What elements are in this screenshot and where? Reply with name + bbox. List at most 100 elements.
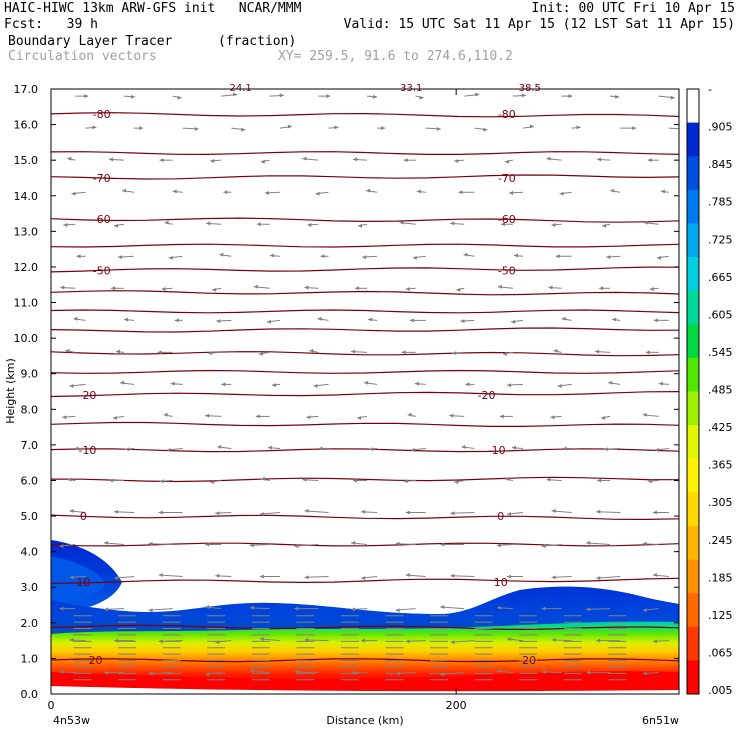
y-tick-label: 10.0	[14, 332, 39, 345]
colorbar-swatch	[687, 492, 699, 527]
vector-head	[59, 544, 64, 549]
vector-head	[294, 669, 299, 674]
vector-head	[63, 223, 68, 228]
vector-head	[317, 316, 322, 321]
x-axis: 0 200	[48, 89, 467, 712]
vector-head	[456, 287, 461, 292]
vector-head	[318, 446, 323, 451]
vector-head	[223, 190, 228, 195]
vector-head	[551, 223, 556, 228]
vector-head	[410, 448, 415, 453]
vector-head	[113, 223, 118, 228]
header-line2-right: Valid: 15 UTC Sat 11 Apr 15 (12 LST Sat …	[343, 17, 735, 32]
contour-label: -80	[498, 108, 516, 121]
vector-head	[148, 608, 153, 613]
vector-head	[642, 541, 647, 546]
x-tick-label: 200	[446, 699, 467, 712]
y-axis: 0.0 1.0 2.0 3.0 4.0 5.0 6.0 7.0 8.0 9.0 10.0 11.0 12…	[14, 83, 679, 701]
vector-head	[103, 540, 108, 545]
colorbar-swatch	[687, 626, 699, 661]
vector-head	[210, 480, 215, 485]
vector-head	[643, 220, 648, 225]
vector-head	[409, 318, 414, 323]
vector-title: Circulation vectors	[8, 49, 157, 64]
vector-head	[496, 669, 501, 674]
vector-head	[219, 252, 224, 257]
vector-head	[463, 252, 468, 257]
vector-head	[259, 512, 264, 517]
vector-head	[608, 380, 613, 385]
tracer-fill	[51, 540, 679, 694]
vector-head	[557, 383, 562, 388]
vector-head	[596, 638, 601, 643]
vector-head	[264, 191, 269, 196]
vector-head	[652, 510, 657, 515]
vector-head	[559, 191, 564, 196]
colorbar: - .905 .845 .785 .725 .665 .605 .545 .485 .425 .36…	[686, 83, 733, 697]
vector-head	[548, 285, 553, 290]
vector-head	[546, 156, 551, 161]
vector-head	[302, 156, 307, 161]
vector-head	[62, 415, 67, 420]
contour-label: 0	[497, 510, 504, 523]
isotherm-line	[51, 151, 679, 156]
vector-head	[632, 126, 637, 131]
vector-head	[74, 446, 79, 451]
vector-head	[163, 412, 168, 417]
vector-head	[326, 94, 331, 99]
vector-head	[403, 479, 408, 484]
vector-head	[361, 509, 366, 514]
field-units: (fraction)	[218, 34, 297, 49]
vector-head	[507, 574, 512, 579]
colorbar-label: .305	[708, 496, 733, 509]
vector-head	[334, 125, 339, 130]
vector-head	[161, 287, 166, 292]
colorbar-label: .125	[708, 609, 733, 622]
isotherm-line	[51, 327, 679, 333]
vector-head	[546, 477, 551, 482]
colorbar-label: .545	[708, 346, 733, 359]
isotherm-line	[51, 266, 679, 273]
vector-head	[59, 669, 64, 674]
isotherm-line	[51, 448, 679, 453]
vector-head	[139, 126, 144, 131]
vector-head	[255, 414, 260, 419]
vector-head	[358, 223, 363, 228]
contour-label: -10	[78, 444, 96, 457]
vector-head	[653, 318, 658, 323]
vector-head	[512, 445, 517, 450]
vector-head	[507, 637, 512, 642]
vector-head	[294, 544, 299, 549]
vector-head	[658, 381, 663, 386]
vector-head	[172, 189, 177, 194]
vector-head	[596, 509, 601, 514]
colorbar-swatch	[687, 425, 699, 460]
x-tick-label: 0	[48, 699, 55, 712]
vector-head	[205, 604, 210, 609]
vector-head	[610, 188, 615, 193]
vector-head	[597, 478, 602, 483]
cross-section-coords: XY= 259.5, 91.6 to 274.6,110.2	[278, 49, 513, 64]
colorbar-swatch	[687, 391, 699, 426]
vector-head	[551, 575, 556, 580]
vector-head	[215, 573, 220, 578]
contour-label: 20	[522, 654, 536, 667]
field-title: Boundary Layer Tracer	[8, 34, 173, 49]
vector-head	[67, 477, 72, 482]
colorbar-label: .245	[708, 534, 733, 547]
vector-head	[551, 508, 556, 513]
vector-head	[130, 94, 135, 99]
isotherm-line	[51, 542, 679, 547]
vector-head	[260, 159, 265, 164]
vector-head	[215, 511, 220, 516]
vector-head	[649, 287, 654, 292]
vector-head	[115, 349, 120, 354]
vector-head	[302, 477, 307, 482]
colorbar-label: .665	[708, 271, 733, 284]
vector-head	[76, 254, 81, 259]
vector-head	[454, 480, 459, 485]
y-tick-label: 4.0	[21, 546, 39, 559]
vector-head	[541, 669, 546, 674]
isotherm-line	[51, 351, 679, 357]
vector-head	[206, 221, 211, 226]
